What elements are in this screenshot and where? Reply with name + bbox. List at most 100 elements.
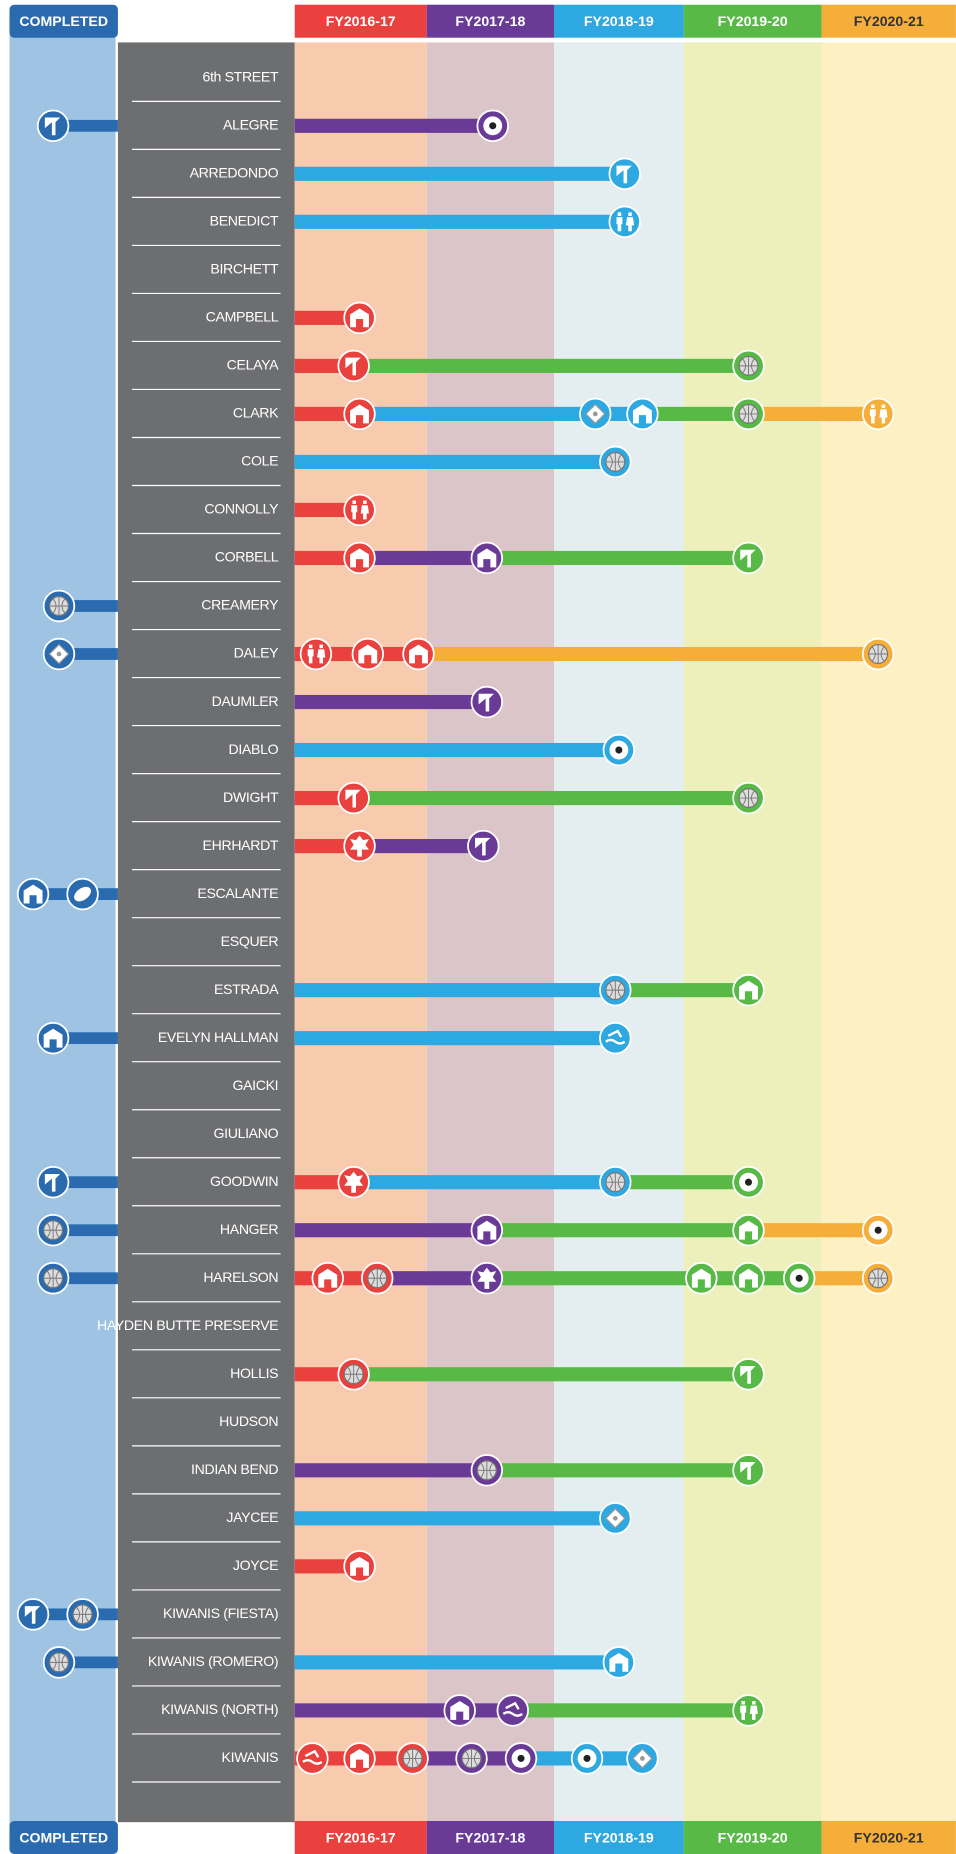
glyph [477, 1267, 497, 1289]
completed-tab [9, 4, 118, 38]
glyph [739, 788, 758, 808]
completed-connector [53, 1176, 118, 1189]
timeline-bar [294, 1031, 616, 1046]
timeline-bar [294, 502, 360, 518]
timeline-bar [353, 1175, 616, 1190]
amenity-icon [732, 349, 765, 383]
icon-circle [299, 637, 333, 671]
glyph [477, 1220, 497, 1240]
park-name: CORBELL [215, 549, 279, 565]
timeline-bar [642, 406, 749, 421]
glyph [740, 1462, 756, 1480]
glyph [345, 789, 361, 808]
glyph [795, 1274, 803, 1282]
icon-circle [496, 1694, 529, 1727]
amenity-icon [337, 1358, 370, 1391]
park-name: BIRCHETT [210, 261, 279, 277]
amenity-icon [470, 1454, 504, 1487]
glyph [49, 596, 69, 616]
completed-connector [53, 1032, 118, 1045]
year-label: FY2020-21 [854, 1829, 924, 1845]
timeline-bar [359, 406, 643, 421]
glyph [592, 411, 598, 417]
amenity-icon [343, 301, 376, 335]
amenity-icon [343, 829, 376, 863]
amenity-icon [66, 877, 99, 911]
park-name: CELAYA [227, 357, 279, 373]
timeline-bar [294, 454, 616, 470]
icon-circle [599, 1021, 632, 1055]
park-name: DAUMLER [212, 693, 279, 709]
amenity-icon [296, 1742, 329, 1775]
amenity-icon [599, 973, 632, 1007]
amenity-icon [470, 1262, 504, 1295]
amenity-icon [476, 109, 509, 143]
timeline-bar [294, 406, 360, 421]
glyph [358, 644, 378, 664]
amenity-icon [36, 1214, 70, 1247]
amenity-icon [599, 445, 632, 479]
timeline-bar [353, 1367, 749, 1382]
amenity-icon [626, 1742, 659, 1775]
glyph [345, 357, 361, 376]
park-name: DWIGHT [223, 789, 279, 805]
glyph [739, 356, 758, 376]
timeline-bar [418, 646, 879, 662]
glyph [450, 1700, 470, 1720]
year-tab [294, 1820, 427, 1854]
year-label: FY2020-21 [854, 13, 924, 29]
icon-circle [861, 397, 895, 431]
glyph [605, 1172, 625, 1192]
glyph [609, 1652, 629, 1672]
timeline-bar [294, 742, 619, 758]
timeline-bar [294, 1655, 619, 1670]
park-name: INDIAN BEND [191, 1461, 278, 1477]
park-name: ESCALANTE [197, 885, 278, 901]
amenity-icon [343, 1550, 376, 1583]
amenity-icon [782, 1262, 816, 1295]
park-name: DALEY [234, 645, 279, 661]
glyph [302, 1749, 323, 1765]
amenity-icon [42, 1646, 76, 1679]
amenity-icon [16, 877, 50, 911]
amenity-icon [732, 973, 765, 1007]
timeline-bar [615, 983, 749, 998]
park-name: HARELSON [203, 1269, 278, 1285]
amenity-icon [343, 1742, 376, 1775]
timeline-bar [294, 1223, 487, 1238]
timeline-bar [799, 1271, 879, 1286]
park-name: ALEGRE [223, 117, 278, 133]
amenity-icon [470, 1214, 504, 1247]
completed-connector [53, 1272, 118, 1285]
glyph [740, 549, 756, 568]
amenity-icon [42, 637, 76, 671]
amenity-icon [443, 1694, 476, 1727]
park-name: KIWANIS (NORTH) [161, 1701, 278, 1717]
glyph [43, 1268, 63, 1288]
amenity-icon [732, 1358, 765, 1391]
glyph [403, 1748, 423, 1768]
park-name: ARREDONDO [190, 165, 279, 181]
completed-column [9, 35, 116, 1825]
amenity-icon [337, 781, 370, 815]
amenity-icon [504, 1742, 538, 1775]
year-tab [683, 4, 822, 38]
glyph [350, 1556, 369, 1576]
park-name: EHRHARDT [203, 837, 279, 853]
timeline-bar [294, 310, 360, 325]
amenity-icon [732, 397, 765, 431]
amenity-icon [311, 1262, 344, 1295]
glyph [351, 500, 369, 520]
completed-connector [58, 648, 118, 660]
completed-connector [53, 119, 118, 132]
amenity-icon [496, 1694, 529, 1727]
glyph [612, 1515, 618, 1521]
timeline-bar [294, 983, 616, 998]
glyph [868, 1268, 888, 1288]
park-name: GAICKI [232, 1077, 278, 1093]
amenity-icon [732, 1165, 765, 1199]
amenity-icon [626, 397, 659, 431]
glyph [868, 644, 888, 664]
